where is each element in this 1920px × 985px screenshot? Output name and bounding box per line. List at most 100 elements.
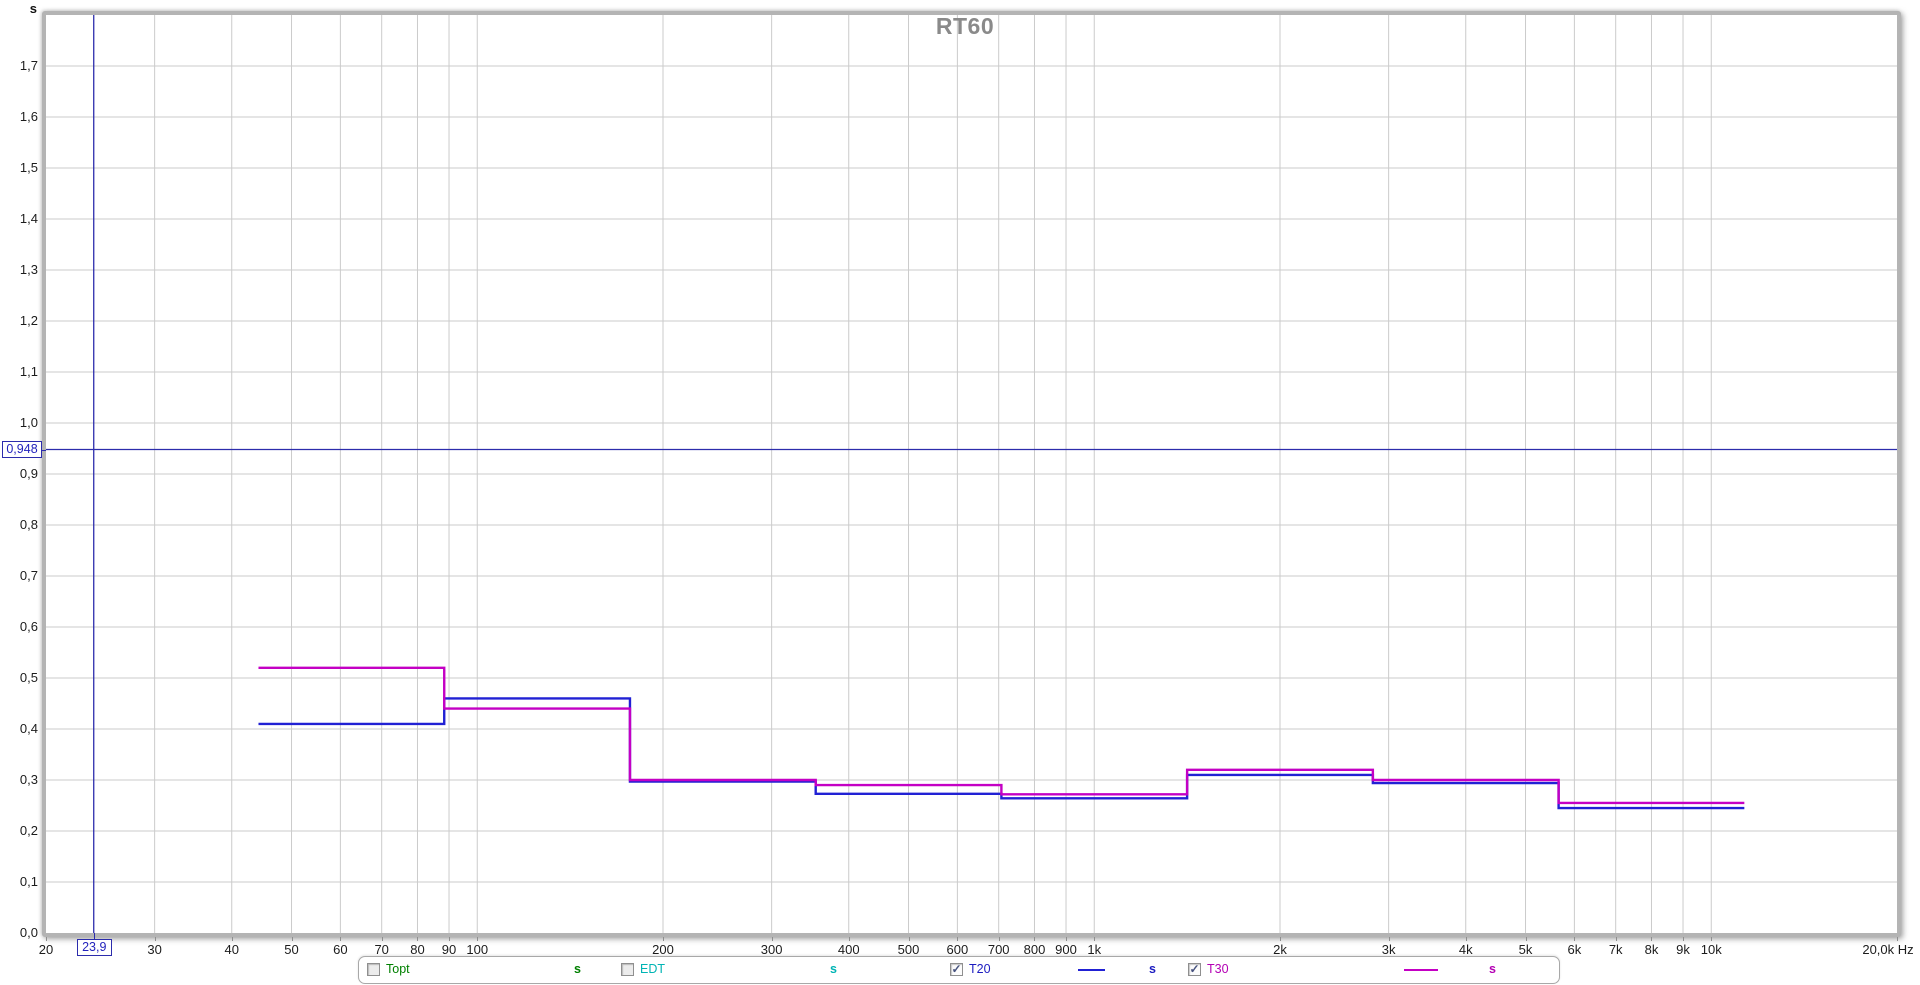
- y-tick-label: 0,4: [19, 721, 38, 736]
- x-tick-label: 200: [652, 942, 674, 957]
- legend-label-edt: EDT: [640, 962, 665, 976]
- x-tick-mark: [1615, 937, 1617, 941]
- rt60-plot[interactable]: [46, 15, 1897, 933]
- x-tick-label: 50: [284, 942, 299, 957]
- y-tick-label: 0,2: [19, 823, 38, 838]
- t20-checkbox[interactable]: ✓: [950, 962, 963, 976]
- y-tick-label: 1,6: [19, 109, 38, 124]
- x-tick-label: 900: [1055, 942, 1077, 957]
- legend-item-edt: EDT s: [621, 957, 841, 983]
- x-tick-label: 500: [897, 942, 920, 957]
- y-axis-unit: s: [29, 1, 37, 16]
- x-tick-mark: [663, 937, 664, 941]
- legend-label-topt: Topt: [386, 962, 410, 976]
- legend-label-t20: T20: [969, 962, 991, 976]
- x-tick-mark: [848, 937, 850, 941]
- legend-item-t30: ✓ T30 s: [1188, 957, 1500, 983]
- chart-title: RT60: [935, 13, 995, 39]
- x-tick-mark: [1651, 937, 1653, 941]
- x-tick-label: 20,0k Hz: [1862, 942, 1914, 957]
- x-tick-mark: [1574, 937, 1576, 941]
- x-tick-mark: [1280, 937, 1281, 941]
- x-tick-label: 40: [224, 942, 239, 957]
- x-tick-mark: [1094, 937, 1096, 941]
- x-tick-label: 80: [410, 942, 425, 957]
- x-tick-mark: [998, 937, 1000, 941]
- cursor-line-connector-bottom: [93, 933, 95, 940]
- x-tick-label: 800: [1023, 942, 1046, 957]
- x-tick-mark: [291, 937, 293, 941]
- legend-line-sample-t20: [1078, 969, 1105, 971]
- legend-unit-edt: s: [830, 962, 837, 976]
- x-tick-label: 700: [987, 942, 1010, 957]
- plot-frame: [42, 11, 1901, 937]
- x-tick-label: 7k: [1608, 942, 1623, 957]
- x-tick-mark: [1034, 937, 1036, 941]
- x-tick-mark: [231, 937, 233, 941]
- x-tick-label: 6k: [1567, 942, 1582, 957]
- cursor-frequency-readout: 23,9: [76, 939, 112, 956]
- y-tick-label: 1,1: [19, 364, 38, 379]
- x-tick-label: 2k: [1273, 942, 1287, 957]
- t30-trace: [258, 666, 1745, 805]
- x-tick-mark: [771, 937, 773, 941]
- y-tick-label: 0,8: [19, 517, 38, 532]
- x-tick-mark: [46, 937, 47, 941]
- x-tick-label: 400: [837, 942, 860, 957]
- y-tick-label: 0,9: [19, 466, 38, 481]
- y-tick-label: 1,0: [19, 415, 38, 430]
- y-tick-label: 0,3: [19, 772, 38, 787]
- x-axis-labels: 20 30 40 50 60 70 80 90 100 200 300 400 500 600 700 800…: [0, 937, 1920, 959]
- x-tick-mark: [957, 937, 959, 941]
- x-tick-label: 30: [147, 942, 162, 957]
- x-tick-mark: [1388, 937, 1390, 941]
- y-tick-label: 0,1: [19, 874, 38, 889]
- legend-item-t20: ✓ T20 s: [950, 957, 1160, 983]
- y-tick-label: 1,7: [19, 58, 38, 73]
- legend-unit-topt: s: [574, 962, 581, 976]
- y-tick-label: 0,7: [19, 568, 38, 583]
- y-axis-labels: s 0,0 0,1 0,2 0,3 0,4 0,5 0,6 0,7 0,8 0,9 1,0 1,1 1,…: [0, 0, 40, 985]
- x-tick-label: 9k: [1676, 942, 1690, 957]
- x-tick-label: 100: [466, 942, 489, 957]
- x-tick-label: 60: [333, 942, 348, 957]
- x-tick-label: 10k: [1700, 942, 1722, 957]
- y-tick-label: 1,3: [19, 262, 38, 277]
- x-tick-mark: [154, 937, 156, 941]
- x-tick-label: 300: [760, 942, 783, 957]
- y-tick-label: 0,0: [19, 925, 38, 940]
- x-tick-mark: [1683, 937, 1685, 941]
- x-tick-label: 90: [441, 942, 457, 957]
- x-tick-mark: [417, 937, 419, 941]
- t30-checkbox[interactable]: ✓: [1188, 962, 1201, 976]
- x-tick-label: 1k: [1087, 942, 1102, 957]
- trace-legend: Topt s EDT s ✓ T20 s ✓ T30 s: [358, 956, 1560, 984]
- x-tick-label: 600: [946, 942, 969, 957]
- x-tick-mark: [381, 937, 383, 941]
- x-tick-mark: [1465, 937, 1467, 941]
- y-tick-label: 0,6: [19, 619, 38, 634]
- y-tick-label: 0,5: [19, 670, 38, 685]
- x-tick-mark: [1897, 937, 1898, 941]
- x-tick-mark: [908, 937, 910, 941]
- x-tick-label: 4k: [1458, 942, 1473, 957]
- y-tick-label: 1,2: [19, 313, 38, 328]
- cursor-time-readout: 0,948: [2, 441, 42, 459]
- x-tick-mark: [477, 937, 479, 941]
- x-tick-mark: [1525, 937, 1527, 941]
- x-tick-label: 3k: [1381, 942, 1396, 957]
- x-tick-label: 5k: [1518, 942, 1533, 957]
- t20-trace: [258, 697, 1745, 810]
- legend-unit-t30: s: [1489, 962, 1496, 976]
- edt-checkbox[interactable]: [621, 963, 634, 976]
- legend-item-topt: Topt s: [367, 957, 585, 983]
- x-tick-mark: [449, 937, 451, 941]
- x-tick-label: 8k: [1644, 942, 1659, 957]
- x-tick-mark: [1711, 937, 1713, 941]
- x-tick-mark: [1066, 937, 1068, 941]
- x-tick-label: 70: [374, 942, 389, 957]
- legend-label-t30: T30: [1207, 962, 1229, 976]
- y-tick-label: 1,5: [19, 160, 38, 175]
- y-tick-label: 1,4: [19, 211, 38, 226]
- topt-checkbox[interactable]: [367, 963, 380, 976]
